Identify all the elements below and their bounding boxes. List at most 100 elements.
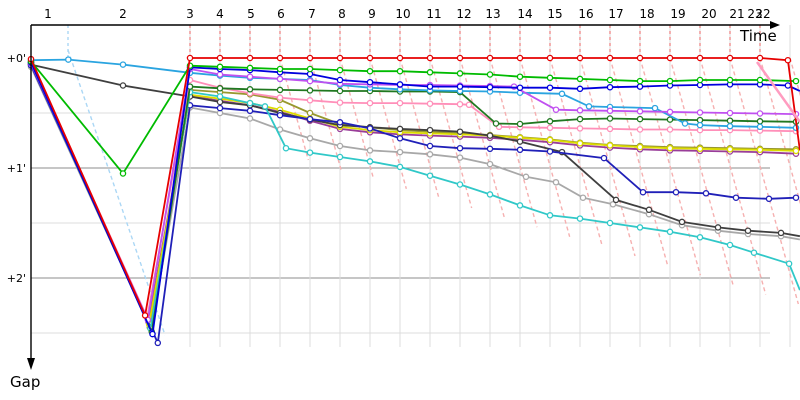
- x-axis-arrow: [770, 21, 780, 29]
- lapped-lap-line: [279, 57, 310, 161]
- lapped-lap-line: [609, 57, 669, 266]
- data-point-navy: [154, 339, 162, 347]
- data-point-turquoise: [606, 219, 614, 227]
- data-point-pink: [546, 124, 554, 132]
- data-point-gray: [396, 148, 404, 156]
- data-point-navy: [396, 135, 404, 142]
- data-point-green: [119, 170, 127, 177]
- data-point-violet: [216, 71, 224, 78]
- data-point-yellow: [696, 145, 704, 153]
- data-point-black: [426, 126, 434, 134]
- data-point-black: [612, 196, 620, 204]
- data-point-darkgreen: [756, 118, 764, 125]
- data-point-black: [486, 132, 494, 139]
- data-point-gray: [246, 115, 254, 122]
- data-point-turquoise: [246, 99, 254, 107]
- data-point-turquoise: [306, 149, 314, 156]
- data-point-navy: [702, 190, 710, 197]
- x-tick-label: 8: [338, 7, 346, 21]
- series-line-black: [30, 63, 800, 238]
- data-point-skyblue: [651, 104, 659, 112]
- data-point-gray: [486, 160, 494, 168]
- x-axis-title: Time: [740, 27, 777, 45]
- data-point-black: [714, 224, 722, 231]
- data-point-green: [696, 76, 704, 84]
- x-tick-label: 6: [277, 7, 285, 21]
- series-line-gray: [30, 66, 800, 333]
- data-point-green: [456, 70, 464, 77]
- data-point-turquoise: [216, 93, 224, 100]
- data-point-red: [606, 54, 614, 62]
- series-line-green: [30, 60, 797, 176]
- data-point-skyblue: [696, 121, 704, 129]
- x-tick-label: 12: [456, 7, 471, 21]
- data-point-blue: [366, 78, 374, 86]
- x-tick-label: 16: [578, 7, 593, 21]
- data-point-green: [726, 76, 734, 84]
- data-point-navy: [306, 115, 314, 123]
- data-point-pink: [276, 94, 284, 101]
- x-tick-label: 20: [701, 7, 716, 21]
- data-point-blue: [396, 81, 404, 88]
- data-point-turquoise: [516, 202, 524, 209]
- data-point-red: [636, 54, 644, 62]
- lapped-lap-line: [699, 57, 767, 295]
- x-tick-label: 5: [247, 7, 255, 21]
- data-point-green: [276, 65, 284, 73]
- series-line-skyblue: [30, 58, 797, 129]
- data-point-red: [666, 54, 674, 62]
- data-point-violet: [246, 73, 254, 80]
- data-point-blue: [576, 85, 584, 93]
- data-point-black: [777, 229, 785, 237]
- data-point-red: [516, 54, 524, 62]
- data-point-black: [678, 218, 686, 226]
- x-tick-label: 22: [755, 7, 770, 21]
- data-point-gray: [456, 154, 464, 161]
- data-point-violet: [552, 106, 560, 113]
- data-point-green: [366, 67, 374, 75]
- x-tick-label: 1: [44, 7, 52, 21]
- x-tick-label: 14: [517, 7, 532, 21]
- data-point-skyblue: [585, 103, 593, 110]
- data-point-red: [456, 54, 464, 62]
- data-point-turquoise: [696, 234, 704, 241]
- data-point-red: [784, 56, 792, 64]
- data-point-gray: [579, 194, 587, 201]
- data-point-turquoise: [666, 228, 674, 236]
- x-tick-label: 19: [670, 7, 685, 21]
- data-point-green: [246, 64, 254, 72]
- data-point-red: [186, 54, 194, 62]
- data-point-darkgreen: [492, 120, 500, 127]
- data-point-navy: [732, 194, 740, 201]
- data-point-turquoise: [636, 224, 644, 231]
- y-tick-label-1: +1': [6, 162, 26, 175]
- x-tick-label: 10: [395, 7, 410, 21]
- data-point-turquoise: [366, 158, 374, 165]
- y-axis-arrow: [27, 358, 35, 370]
- data-point-blue: [546, 84, 554, 91]
- x-tick-label: 18: [639, 7, 654, 21]
- x-tick-label: 11: [426, 7, 441, 21]
- data-point-green: [636, 77, 644, 85]
- data-point-skyblue: [681, 120, 689, 127]
- data-point-black: [216, 98, 224, 106]
- data-point-darkgreen: [306, 87, 314, 94]
- x-tick-label: 23: [747, 7, 762, 21]
- data-point-red: [396, 54, 404, 62]
- data-point-navy: [486, 145, 494, 153]
- x-tick-label: 9: [368, 7, 376, 21]
- data-point-yellow: [726, 146, 734, 153]
- data-point-green: [336, 66, 344, 74]
- data-point-blue: [516, 84, 524, 91]
- data-point-red: [216, 54, 224, 62]
- data-point-violet: [306, 77, 314, 85]
- data-point-red: [366, 54, 374, 62]
- data-point-gray: [609, 201, 617, 208]
- data-point-darkgreen: [336, 87, 344, 95]
- data-point-blue: [636, 83, 644, 90]
- data-point-darkgreen: [576, 115, 584, 123]
- lapped-lap-line: [639, 57, 702, 276]
- data-point-violet: [636, 108, 644, 115]
